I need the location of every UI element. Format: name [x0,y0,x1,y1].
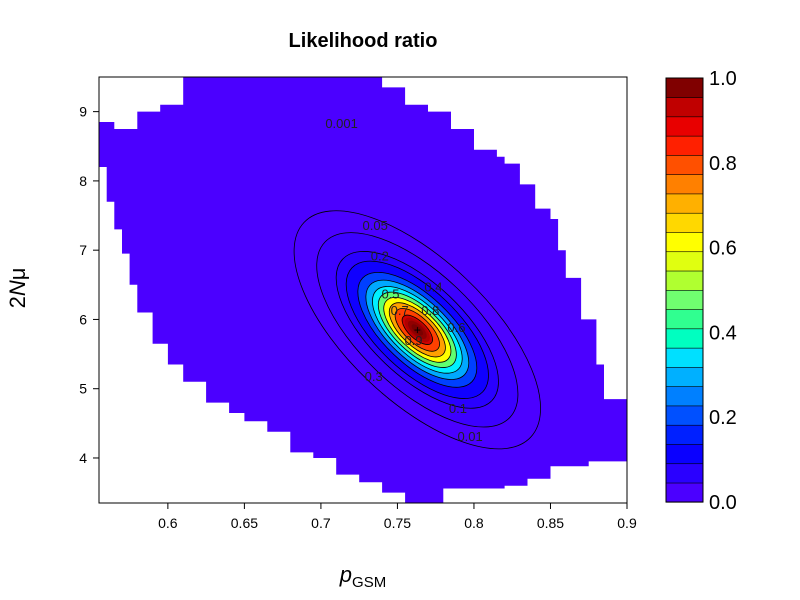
contour-line [388,302,446,358]
contour-labels: 0.001 0.01 0.05 0.1 0.2 0.3 0.4 0.5 0.6 0.7 0.8 0.9 [325,116,482,444]
contour-label: 0.001 [325,116,358,131]
contour-label: 0.2 [371,248,389,263]
contour-label: 0.5 [381,287,399,302]
y-axis-label-italic: N [5,280,30,297]
contour-label: 0.8 [421,303,439,318]
x-axis: 0.6 0.65 0.7 0.75 0.8 0.85 0.9 [158,503,637,531]
contour-label: 0.3 [365,369,383,384]
y-axis: 4 5 6 7 8 9 [79,104,99,466]
colorbar-tick-label: 0.6 [709,238,737,260]
x-tick-label: 0.7 [311,515,331,531]
contour-band-inner [411,324,424,336]
contour-label: 0.05 [363,218,388,233]
contour-label: 0.6 [447,320,465,335]
contour-fill-region [99,77,627,503]
contour-label: 0.4 [424,280,442,295]
colorbar-swatch [665,154,704,175]
colorbar-tick-label: 0.8 [709,153,737,175]
y-tick-label: 5 [79,381,87,397]
y-tick-label: 7 [79,242,87,258]
colorbar-tick-label: 1.0 [709,68,737,90]
x-axis-label-subscript: GSM [352,574,387,591]
colorbar-swatch [665,405,704,426]
contour-line [394,308,440,352]
y-tick-label: 4 [79,450,87,466]
contour-label: 0.9 [404,333,422,348]
colorbar-swatch [665,482,704,503]
contour-line [293,210,541,450]
colorbar-swatch [665,443,704,465]
chart-title: Likelihood ratio [288,30,438,52]
contour-line [365,279,470,380]
x-tick-label: 0.85 [537,515,564,531]
colorbar-swatch [665,270,704,291]
colorbar-swatch [665,116,704,137]
colorbar-swatch [665,328,704,349]
colorbar-swatch [665,424,704,445]
y-axis-label-prefix: 2 [5,296,30,309]
contour-line [345,260,489,399]
colorbar-swatch [665,174,704,195]
contour-label: 0.1 [449,401,467,416]
colorbar-swatch [665,463,704,484]
colorbar-swatch [665,231,704,253]
colorbar-swatch [665,193,704,214]
contour-line [357,271,478,388]
contour-label: 0.7 [391,303,409,318]
peak-marker: + [414,323,421,337]
contour-line [377,291,457,368]
x-tick-label: 0.8 [464,515,484,531]
colorbar-swatch [665,308,704,330]
colorbar-tick-label: 0.2 [709,407,737,429]
y-tick-label: 8 [79,173,87,189]
colorbar-tick-label: 0.4 [709,322,737,344]
x-tick-label: 0.65 [231,515,258,531]
colorbar-swatch [665,77,704,98]
contour-label: 0.01 [457,429,482,444]
x-tick-label: 0.9 [617,515,637,531]
colorbar-swatch [665,96,704,118]
contour-line [335,251,499,409]
colorbar-swatch [665,212,704,233]
colorbar-swatch [665,135,704,156]
colorbar-frame [665,77,704,503]
contour-line [383,297,452,363]
colorbar-swatch [665,251,704,272]
y-axis-label-suffix: μ [5,267,30,281]
contour-line [401,314,433,345]
contour-lines: + [293,210,541,450]
y-tick-label: 9 [79,104,87,120]
colorbar-swatch [665,347,704,368]
plot-frame [98,76,628,504]
colorbar-swatch [665,289,704,310]
y-axis-label: 2Nμ [5,268,31,309]
x-tick-label: 0.6 [158,515,178,531]
colorbar-legend: 0.0 0.2 0.4 0.6 0.8 1.0 [665,68,737,514]
colorbar-tick-label: 0.0 [709,492,737,514]
y-tick-label: 6 [79,311,87,327]
x-axis-label-main: p [339,562,353,587]
contour-line [372,286,463,374]
contour-line [316,232,519,428]
x-axis-label: pGSM [99,562,627,591]
x-tick-label: 0.75 [384,515,411,531]
colorbar-swatch [665,386,704,407]
colorbar-swatch [665,366,704,387]
